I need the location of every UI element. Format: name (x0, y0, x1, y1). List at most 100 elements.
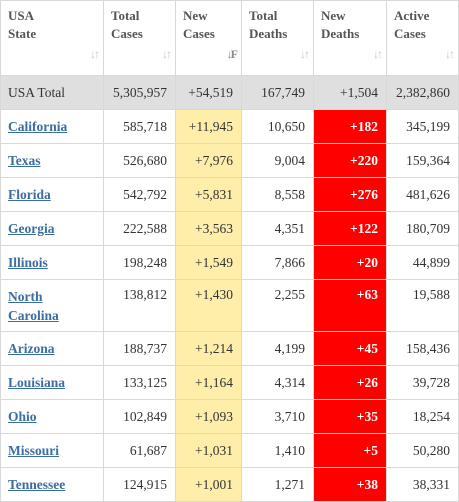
total-row: USA Total 5,305,957 +54,519 167,749 +1,5… (0, 75, 459, 110)
new-cases-cell: +1,430 (175, 279, 242, 332)
table-row: Texas 526,680 +7,976 9,004 +220 159,364 (0, 143, 459, 178)
column-header-label-line2: State (8, 26, 37, 41)
active-cases-cell: 159,364 (386, 143, 459, 178)
sort-arrows-icon[interactable]: ↓↑ (445, 47, 455, 61)
column-header-label-line1: USA (8, 8, 35, 23)
new-deaths-cell: +182 (313, 109, 387, 144)
table-row: Georgia 222,588 +3,563 4,351 +122 180,709 (0, 211, 459, 246)
active-cases-cell: 18,254 (386, 399, 459, 434)
total-deaths-cell: 9,004 (241, 143, 314, 178)
sort-arrows-icon[interactable]: ↓↑ (300, 47, 310, 61)
state-cell: Missouri (0, 433, 104, 468)
column-header-new-deaths[interactable]: New Deaths ↓↑ (313, 0, 387, 76)
new-deaths-cell: +38 (313, 467, 387, 502)
total-deaths-cell: 1,271 (241, 467, 314, 502)
new-deaths-cell: +276 (313, 177, 387, 212)
active-cases-cell: 38,331 (386, 467, 459, 502)
state-link[interactable]: Florida (8, 186, 51, 202)
total-deaths-cell: 4,351 (241, 211, 314, 246)
state-link[interactable]: Ohio (8, 408, 37, 424)
new-deaths-cell: +122 (313, 211, 387, 246)
total-cases-cell: 124,915 (103, 467, 176, 502)
active-cases-cell: 481,626 (386, 177, 459, 212)
new-deaths-cell: +35 (313, 399, 387, 434)
state-cell: Georgia (0, 211, 104, 246)
state-link[interactable]: Tennessee (8, 476, 66, 492)
state-cell: Arizona (0, 331, 104, 366)
new-cases-cell: +1,093 (175, 399, 242, 434)
table-row: Tennessee 124,915 +1,001 1,271 +38 38,331 (0, 467, 459, 502)
total-deaths-cell: 10,650 (241, 109, 314, 144)
table-row: Missouri 61,687 +1,031 1,410 +5 50,280 (0, 433, 459, 468)
new-cases-cell: +1,001 (175, 467, 242, 502)
column-header-label-line1: Total (249, 8, 278, 23)
state-cell: Florida (0, 177, 104, 212)
total-row-active-cases: 2,382,860 (386, 75, 459, 110)
column-header-total-deaths[interactable]: Total Deaths ↓↑ (241, 0, 314, 76)
new-cases-cell: +3,563 (175, 211, 242, 246)
new-cases-cell: +1,214 (175, 331, 242, 366)
sort-arrows-icon[interactable]: ↓↑ (90, 47, 100, 61)
state-link[interactable]: Missouri (8, 442, 60, 458)
table-row: Illinois 198,248 +1,549 7,866 +20 44,899 (0, 245, 459, 280)
state-cell: Tennessee (0, 467, 104, 502)
state-link[interactable]: California (8, 118, 68, 134)
state-cell: Texas (0, 143, 104, 178)
table-row: Florida 542,792 +5,831 8,558 +276 481,626 (0, 177, 459, 212)
state-link[interactable]: Arizona (8, 340, 55, 356)
sort-arrows-icon[interactable]: ↓↑ (373, 47, 383, 61)
new-cases-cell: +1,549 (175, 245, 242, 280)
column-header-label-line1: Active (394, 8, 430, 23)
total-deaths-cell: 3,710 (241, 399, 314, 434)
sort-desc-icon[interactable]: ↓F (226, 47, 238, 61)
total-cases-cell: 138,812 (103, 279, 176, 332)
header-row: USA State ↓↑ Total Cases ↓↑ New Cases ↓F To… (0, 0, 459, 76)
total-cases-cell: 198,248 (103, 245, 176, 280)
state-cell: California (0, 109, 104, 144)
total-cases-cell: 526,680 (103, 143, 176, 178)
total-cases-cell: 188,737 (103, 331, 176, 366)
table-row: North Carolina 138,812 +1,430 2,255 +63 19,58… (0, 279, 459, 332)
total-row-new-deaths: +1,504 (313, 75, 387, 110)
state-link[interactable]: Illinois (8, 254, 48, 270)
state-link[interactable]: Louisiana (8, 374, 66, 390)
column-header-label-line2: Cases (111, 26, 143, 41)
total-cases-cell: 542,792 (103, 177, 176, 212)
total-cases-cell: 102,849 (103, 399, 176, 434)
active-cases-cell: 19,588 (386, 279, 459, 332)
table-row: Arizona 188,737 +1,214 4,199 +45 158,436 (0, 331, 459, 366)
new-deaths-cell: +45 (313, 331, 387, 366)
new-deaths-cell: +26 (313, 365, 387, 400)
column-header-label-line1: New (183, 8, 208, 23)
column-header-label-line2: Cases (394, 26, 426, 41)
new-deaths-cell: +5 (313, 433, 387, 468)
state-cell: North Carolina (0, 279, 104, 332)
state-cell: Ohio (0, 399, 104, 434)
total-row-new-cases: +54,519 (175, 75, 242, 110)
new-cases-cell: +1,031 (175, 433, 242, 468)
new-deaths-cell: +63 (313, 279, 387, 332)
total-row-state: USA Total (0, 75, 104, 110)
total-row-total-deaths: 167,749 (241, 75, 314, 110)
total-deaths-cell: 1,410 (241, 433, 314, 468)
column-header-usa-state[interactable]: USA State ↓↑ (0, 0, 104, 76)
column-header-label-line2: Cases (183, 26, 215, 41)
total-cases-cell: 61,687 (103, 433, 176, 468)
new-cases-cell: +7,976 (175, 143, 242, 178)
active-cases-cell: 39,728 (386, 365, 459, 400)
column-header-label-line1: Total (111, 8, 140, 23)
new-cases-cell: +1,164 (175, 365, 242, 400)
sort-arrows-icon[interactable]: ↓↑ (162, 47, 172, 61)
total-cases-cell: 222,588 (103, 211, 176, 246)
column-header-new-cases[interactable]: New Cases ↓F (175, 0, 242, 76)
column-header-active-cases[interactable]: Active Cases ↓↑ (386, 0, 459, 76)
total-deaths-cell: 4,314 (241, 365, 314, 400)
column-header-total-cases[interactable]: Total Cases ↓↑ (103, 0, 176, 76)
table-row: California 585,718 +11,945 10,650 +182 345,19… (0, 109, 459, 144)
state-link[interactable]: North Carolina (8, 289, 59, 323)
active-cases-cell: 50,280 (386, 433, 459, 468)
state-link[interactable]: Georgia (8, 220, 55, 236)
state-link[interactable]: Texas (8, 152, 41, 168)
total-deaths-cell: 7,866 (241, 245, 314, 280)
